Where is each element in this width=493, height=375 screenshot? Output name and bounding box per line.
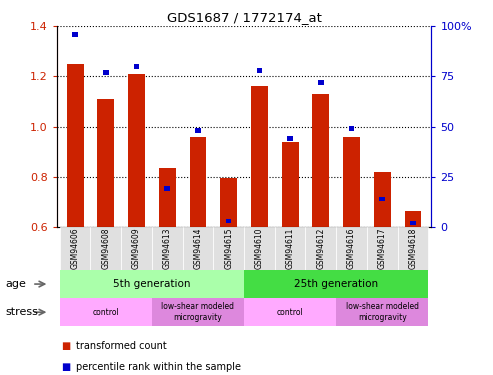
Bar: [343, 136, 360, 227]
Bar: [313, 94, 329, 227]
Bar: [220, 178, 237, 227]
Bar: [251, 87, 268, 227]
Text: ■: ■: [62, 341, 71, 351]
Bar: [282, 142, 299, 227]
Bar: [374, 172, 390, 227]
Text: low-shear modeled
microgravity: low-shear modeled microgravity: [162, 303, 235, 322]
Bar: [257, 68, 262, 73]
Bar: [349, 126, 354, 131]
Bar: [318, 80, 323, 85]
Bar: [98, 99, 114, 227]
Text: GSM94615: GSM94615: [224, 228, 233, 269]
Bar: [287, 136, 293, 141]
Bar: [103, 70, 108, 75]
Text: transformed count: transformed count: [76, 341, 167, 351]
Text: ■: ■: [62, 362, 71, 372]
Text: control: control: [277, 308, 304, 316]
Text: GSM94616: GSM94616: [347, 228, 356, 269]
Bar: [404, 211, 422, 227]
Title: GDS1687 / 1772174_at: GDS1687 / 1772174_at: [167, 11, 321, 24]
Text: GSM94618: GSM94618: [408, 228, 418, 269]
Text: GSM94611: GSM94611: [285, 228, 295, 269]
Bar: [380, 196, 385, 201]
Text: GSM94614: GSM94614: [193, 228, 203, 269]
Text: percentile rank within the sample: percentile rank within the sample: [76, 362, 242, 372]
Bar: [189, 136, 207, 227]
Bar: [128, 74, 145, 227]
Text: stress: stress: [5, 307, 38, 317]
Text: GSM94608: GSM94608: [102, 228, 110, 269]
Text: GSM94606: GSM94606: [70, 228, 80, 269]
Text: age: age: [5, 279, 26, 289]
Text: control: control: [93, 308, 119, 316]
Bar: [195, 128, 201, 133]
Text: GSM94613: GSM94613: [163, 228, 172, 269]
Text: GSM94612: GSM94612: [317, 228, 325, 269]
Text: GSM94617: GSM94617: [378, 228, 387, 269]
Bar: [67, 64, 84, 227]
Text: GSM94609: GSM94609: [132, 228, 141, 269]
Text: low-shear modeled
microgravity: low-shear modeled microgravity: [346, 303, 419, 322]
Text: 5th generation: 5th generation: [113, 279, 191, 289]
Bar: [165, 186, 170, 191]
Bar: [226, 219, 231, 223]
Bar: [134, 64, 140, 69]
Bar: [72, 32, 78, 36]
Text: 25th generation: 25th generation: [294, 279, 378, 289]
Text: GSM94610: GSM94610: [255, 228, 264, 269]
Bar: [410, 220, 416, 225]
Bar: [159, 168, 176, 227]
